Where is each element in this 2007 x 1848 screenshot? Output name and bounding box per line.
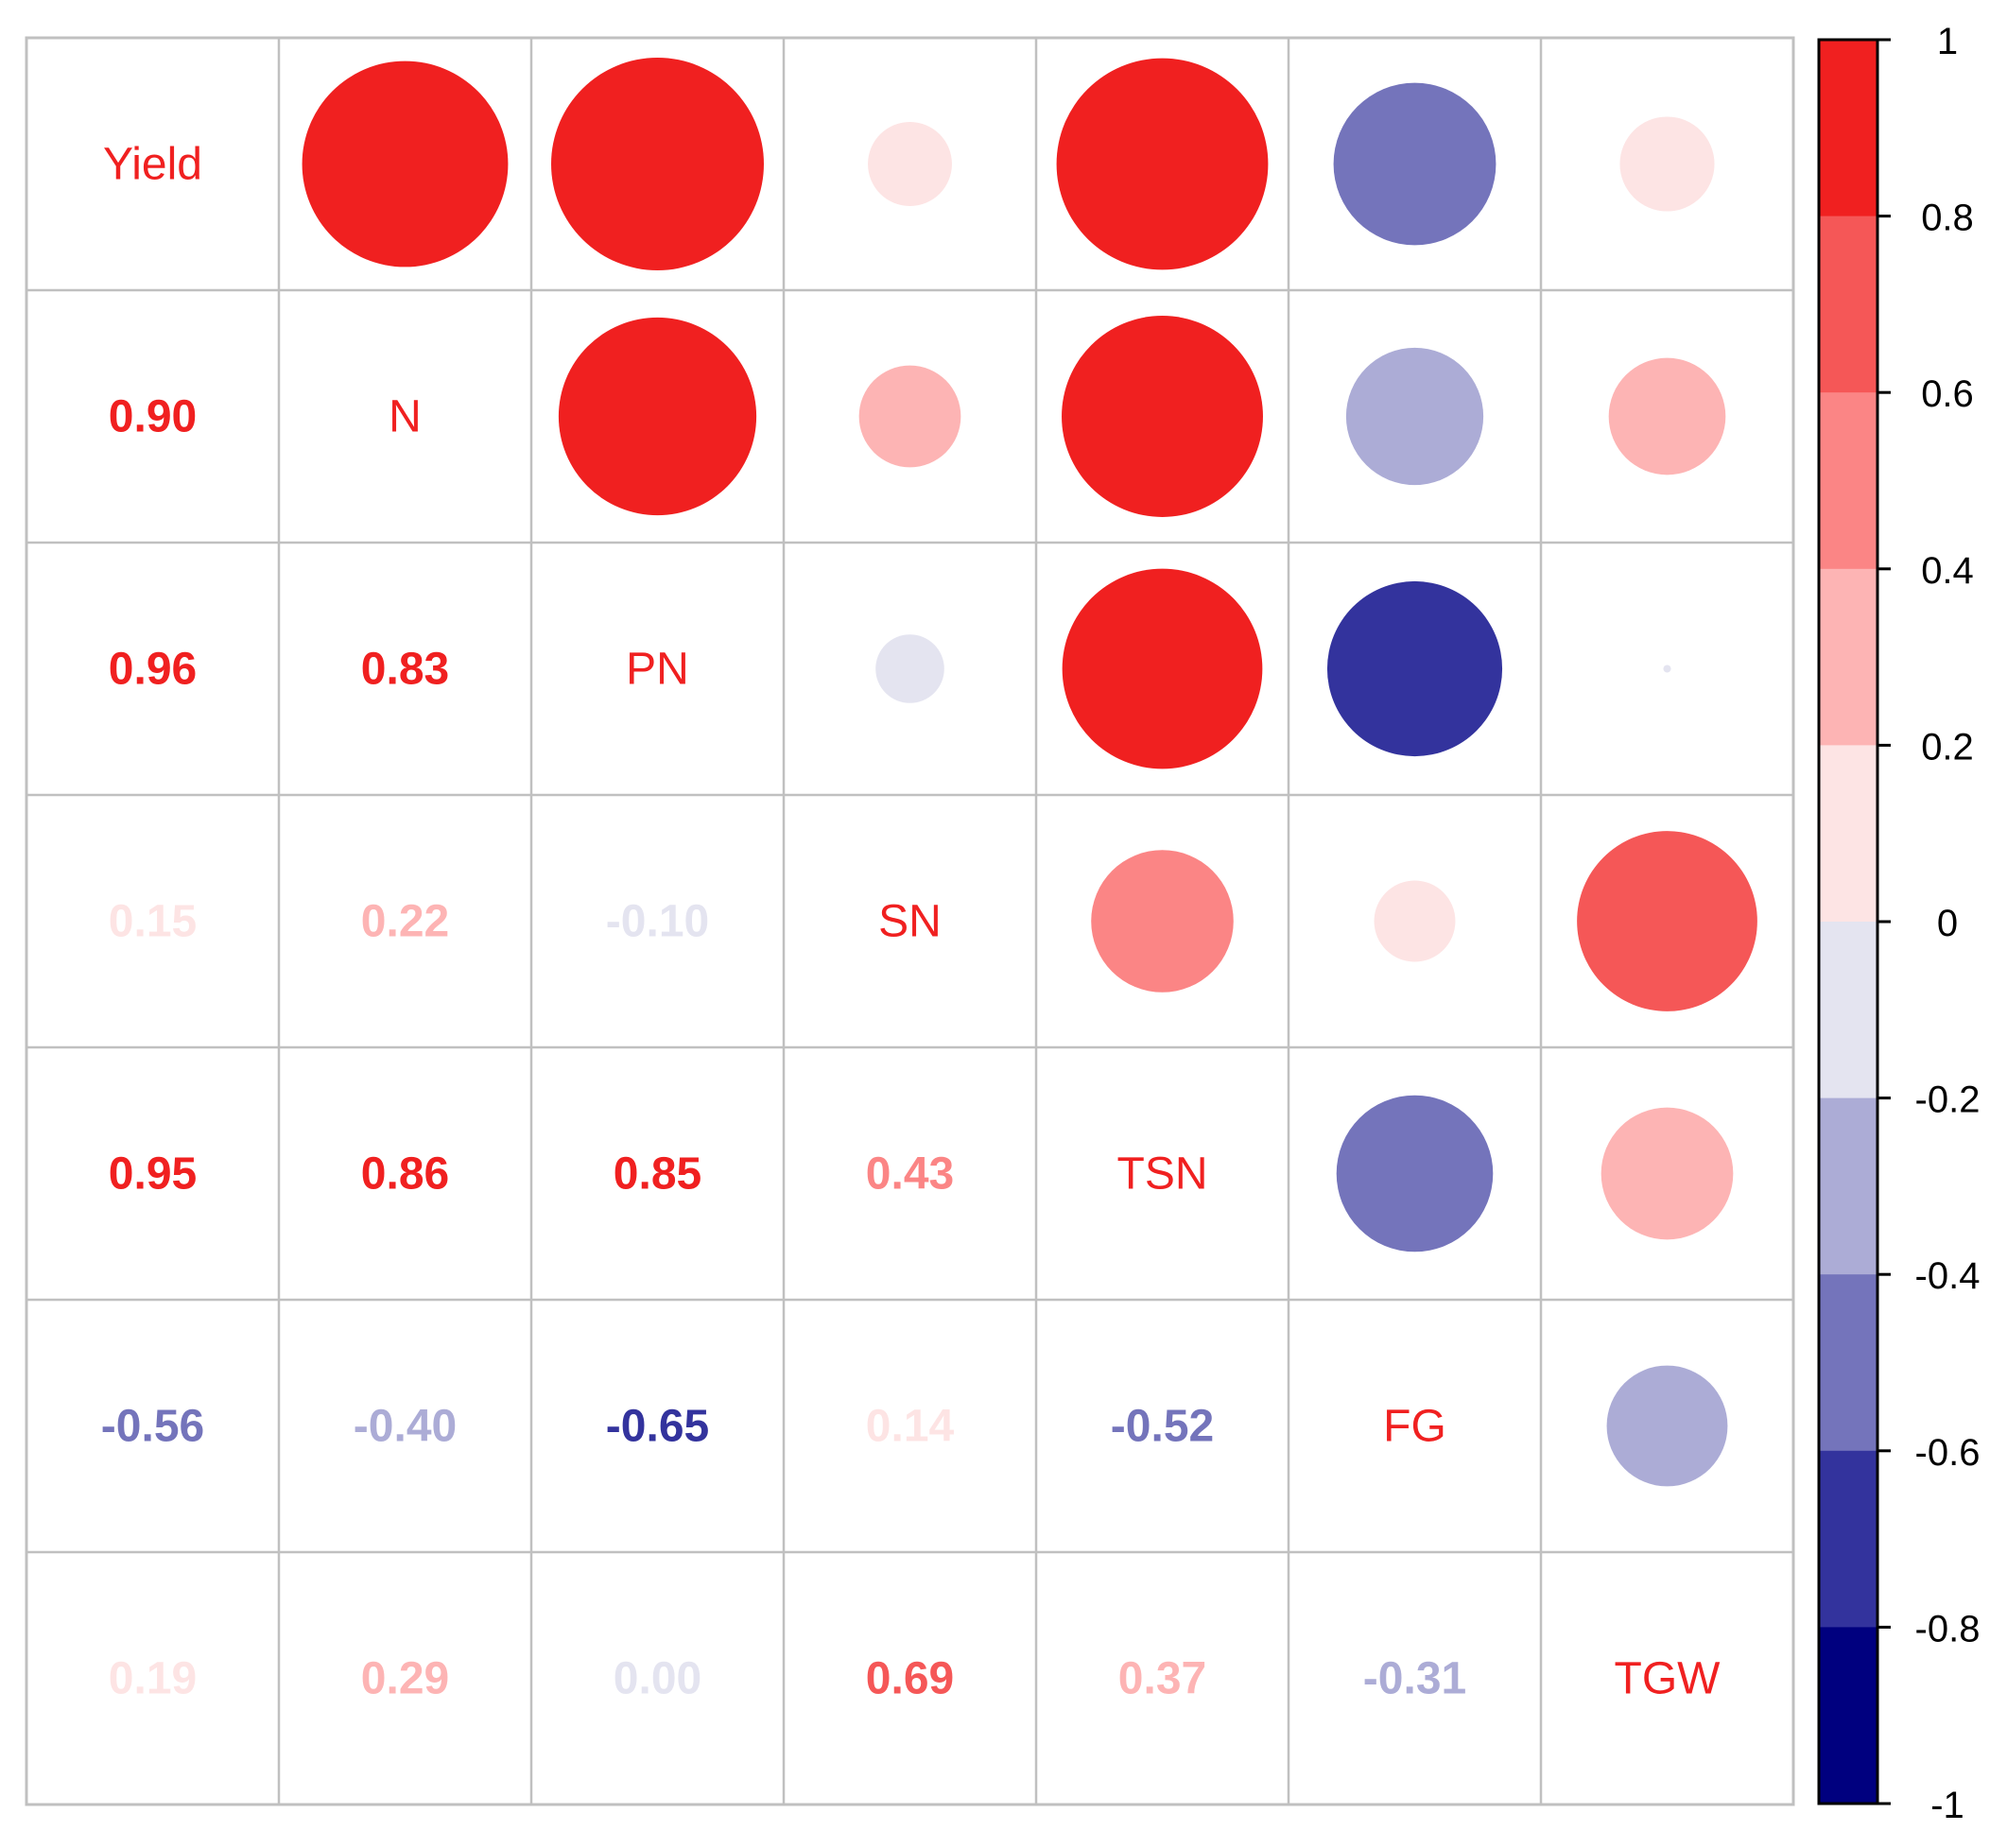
corr-circle-pn-fg xyxy=(1326,580,1503,757)
corr-value-sn-pn: -0.10 xyxy=(606,897,709,947)
corr-circle-sn-fg xyxy=(1374,880,1456,962)
corr-value-fg-sn: 0.14 xyxy=(866,1402,955,1452)
corr-value-tgw-pn: 0.00 xyxy=(614,1654,701,1704)
corr-circle-yield-tgw xyxy=(1619,116,1715,212)
colorbar-tick-label: 0.2 xyxy=(1921,726,1974,768)
corr-value-tgw-fg: -0.31 xyxy=(1363,1654,1466,1704)
matrix-grid xyxy=(25,36,1795,1806)
corr-value-fg-n: -0.40 xyxy=(354,1402,457,1452)
corr-value-tgw-yield: 0.19 xyxy=(109,1654,197,1704)
colorbar-bin xyxy=(1819,1450,1877,1628)
variable-labels: Yield N PN SN TSN FG TGW xyxy=(103,140,1721,1704)
corr-circle-tsn-tgw xyxy=(1600,1107,1734,1240)
colorbar-tick-label: -1 xyxy=(1930,1785,1964,1826)
colorbar-tick-label: 0.4 xyxy=(1921,550,1974,592)
corr-value-tsn-n: 0.86 xyxy=(361,1149,449,1200)
colorbar-bin xyxy=(1819,745,1877,923)
corr-circle-fg-tgw xyxy=(1606,1365,1728,1487)
colorbar-bin xyxy=(1819,1274,1877,1452)
color-legend: 1 0.8 0.6 0.4 0.2 0 -0.2 -0.4 -0.6 -0.8 -1 xyxy=(1817,21,1981,1826)
corr-value-n-yield: 0.90 xyxy=(109,392,197,442)
corr-value-tsn-sn: 0.43 xyxy=(866,1149,954,1200)
corr-value-tsn-yield: 0.95 xyxy=(109,1149,197,1200)
corr-circle-sn-tgw xyxy=(1577,831,1757,1011)
colorbar-tick-label: -0.2 xyxy=(1915,1079,1981,1121)
corr-value-sn-yield: 0.15 xyxy=(109,897,197,947)
variable-label-yield: Yield xyxy=(103,140,202,190)
colorbar-tick-label: -0.6 xyxy=(1915,1432,1981,1474)
corr-value-tgw-tsn: 0.37 xyxy=(1118,1654,1206,1704)
corr-circle-yield-n xyxy=(302,60,509,268)
corr-circle-sn-tsn xyxy=(1091,850,1234,993)
corr-circle-n-sn xyxy=(858,365,961,468)
colorbar-tick-label: 0.8 xyxy=(1921,198,1974,239)
variable-label-fg: FG xyxy=(1383,1402,1446,1452)
correlation-circles xyxy=(302,58,1757,1487)
grid-border xyxy=(25,36,1795,1806)
corr-value-sn-n: 0.22 xyxy=(361,897,449,947)
corr-value-fg-yield: -0.56 xyxy=(101,1402,204,1452)
colorbar-bin xyxy=(1819,922,1877,1099)
corr-circle-n-fg xyxy=(1345,347,1484,486)
colorbar-tick-label: -0.8 xyxy=(1915,1608,1981,1649)
variable-label-n: N xyxy=(389,392,422,442)
variable-label-tsn: TSN xyxy=(1117,1149,1208,1200)
colorbar-bin xyxy=(1819,1627,1877,1805)
corr-value-fg-pn: -0.65 xyxy=(606,1402,709,1452)
corr-circle-yield-tsn xyxy=(1056,58,1269,270)
corr-circle-yield-fg xyxy=(1333,82,1497,246)
corr-circle-n-tsn xyxy=(1062,316,1263,517)
corr-circle-yield-pn xyxy=(551,58,764,270)
corr-circle-tsn-fg xyxy=(1336,1095,1494,1252)
corr-value-fg-tsn: -0.52 xyxy=(1111,1402,1214,1452)
corr-circle-pn-sn xyxy=(875,634,944,703)
colorbar-bin xyxy=(1819,568,1877,746)
corr-circle-pn-tgw xyxy=(1663,665,1671,673)
corr-circle-pn-tsn xyxy=(1062,568,1263,769)
colorbar-bin xyxy=(1819,1097,1877,1275)
variable-label-sn: SN xyxy=(878,897,942,947)
corr-value-pn-n: 0.83 xyxy=(361,645,449,695)
correlation-values: 0.90 0.96 0.83 0.15 0.22 -0.10 0.95 0.86 0.85 0.4… xyxy=(101,392,1466,1704)
corr-circle-n-tgw xyxy=(1608,357,1726,475)
colorbar-tick-label: 1 xyxy=(1937,21,1958,62)
corr-value-tgw-sn: 0.69 xyxy=(866,1654,954,1704)
corr-value-tgw-n: 0.29 xyxy=(361,1654,449,1704)
colorbar-tick-label: -0.4 xyxy=(1915,1255,1981,1297)
variable-label-pn: PN xyxy=(626,645,689,695)
colorbar-bin xyxy=(1819,40,1877,217)
colorbar-tick-label: 0.6 xyxy=(1921,373,1974,415)
corr-value-pn-yield: 0.96 xyxy=(109,645,197,695)
colorbar-bin xyxy=(1819,216,1877,393)
corr-value-tsn-pn: 0.85 xyxy=(614,1149,701,1200)
colorbar-bin xyxy=(1819,392,1877,570)
colorbar-tick-label: 0 xyxy=(1937,903,1958,944)
corr-circle-n-pn xyxy=(558,317,757,516)
corr-circle-yield-sn xyxy=(868,122,952,206)
variable-label-tgw: TGW xyxy=(1615,1654,1722,1704)
